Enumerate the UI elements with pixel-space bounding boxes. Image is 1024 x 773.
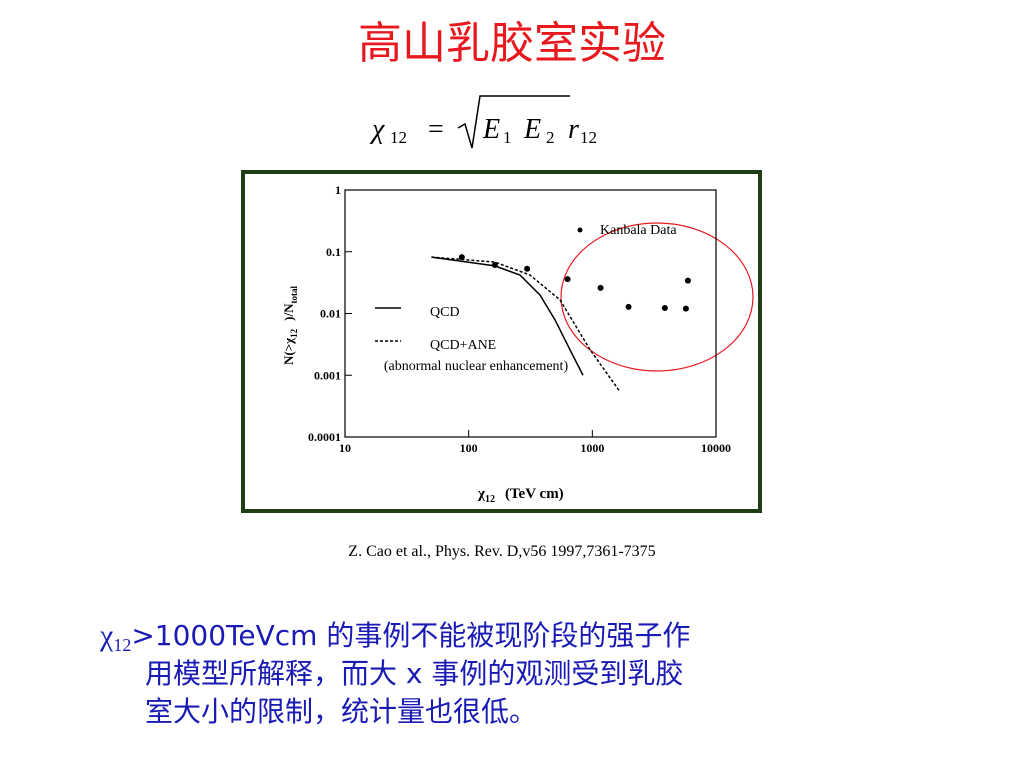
x-tick-label: 10 xyxy=(339,441,351,455)
series-line xyxy=(431,256,621,393)
legend-label: QCD+ANE xyxy=(430,338,496,353)
annotation: (abnormal nuclear enhancement) xyxy=(384,359,569,374)
y-tick-label: 0.01 xyxy=(320,307,341,321)
formula: χ 12 = E 1 E 2 r 12 xyxy=(369,95,597,149)
body-sub: 12 xyxy=(113,635,131,655)
chart: χ12 (TeV cm) N(>χ12)/Ntotal (abnormal nuc… xyxy=(281,183,754,505)
formula-eq: = xyxy=(428,114,444,145)
y-tick-label: 0.1 xyxy=(326,245,341,259)
x-tick-label: 100 xyxy=(460,441,478,455)
y-label-a: N(>χ xyxy=(281,337,296,365)
data-point xyxy=(682,305,689,312)
y-axis-label: N(>χ12 )/Ntotal xyxy=(281,286,299,365)
data-point xyxy=(458,254,465,261)
formula-e1: E xyxy=(482,114,500,145)
data-point xyxy=(597,284,604,291)
body-line: χ12>1000TeVcm 的事例不能被现阶段的强子作 xyxy=(99,619,690,655)
data-point xyxy=(625,303,632,310)
data-point xyxy=(684,277,691,284)
series-line xyxy=(431,256,584,376)
legend-marker xyxy=(577,227,583,233)
x-label-sub: 12 xyxy=(485,494,495,505)
y-tick-label: 0.001 xyxy=(314,368,341,382)
formula-sub: 12 xyxy=(580,128,597,147)
sqrt-sign xyxy=(457,95,570,149)
data-point xyxy=(524,265,531,272)
formula-sub: 2 xyxy=(546,128,555,147)
formula-r: r xyxy=(568,114,579,145)
formula-sub: 12 xyxy=(390,128,407,147)
x-axis-label: χ12 (TeV cm) xyxy=(477,486,564,505)
x-label-symbol: χ xyxy=(477,486,486,502)
y-label-sub: 12 xyxy=(289,328,299,338)
y-tick-label: 1 xyxy=(335,183,341,197)
body-prefix: χ xyxy=(99,619,114,652)
body-line: 用模型所解释，而大 x 事例的观测受到乳胶 xyxy=(145,657,683,690)
legend-label: QCD xyxy=(430,305,460,320)
formula-lhs: χ xyxy=(369,114,385,145)
x-tick-label: 10000 xyxy=(701,441,731,455)
x-label-unit: (TeV cm) xyxy=(505,486,564,502)
title: 高山乳胶室实验 xyxy=(358,18,666,69)
figure-frame xyxy=(241,170,762,513)
data-point xyxy=(661,304,668,311)
body-text: χ12>1000TeVcm 的事例不能被现阶段的强子作 用模型所解释，而大 x … xyxy=(99,619,690,728)
formula-sub: 1 xyxy=(503,128,512,147)
y-label-b: )/N xyxy=(281,303,296,321)
legend-label: Kanbala Data xyxy=(600,223,677,238)
citation: Z. Cao et al., Phys. Rev. D,v56 1997,736… xyxy=(348,543,655,560)
y-tick-label: 0.0001 xyxy=(308,430,341,444)
x-tick-label: 1000 xyxy=(580,441,604,455)
body-line-text: >1000TeVcm 的事例不能被现阶段的强子作 xyxy=(131,619,690,652)
highlight-ellipse xyxy=(560,222,754,372)
formula-e2: E xyxy=(523,114,541,145)
y-label-sub: total xyxy=(289,286,299,304)
data-point xyxy=(564,276,571,283)
body-line: 室大小的限制，统计量也很低。 xyxy=(145,695,537,728)
